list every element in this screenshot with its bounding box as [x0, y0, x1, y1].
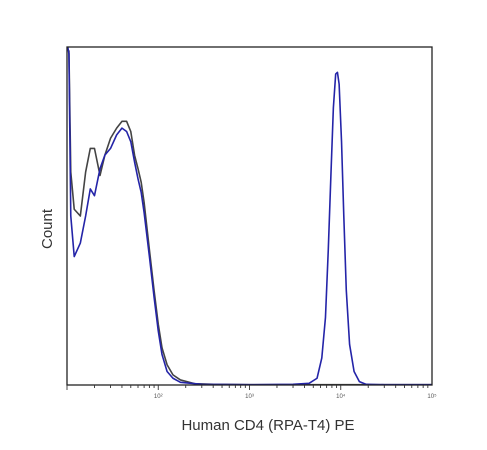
x-tick-label: 10⁵ — [427, 393, 437, 400]
axes: 10² 10³ 10⁴ 10⁵ — [66, 46, 437, 400]
x-tick-label: 10⁴ — [336, 393, 346, 400]
x-axis-label: Human CD4 (RPA-T4) PE — [181, 417, 354, 434]
y-axis-label: Count — [39, 208, 56, 249]
plot-frame — [66, 46, 433, 386]
series-line-1 — [68, 50, 432, 386]
plot-area — [66, 46, 432, 386]
x-tick-label: 10³ — [245, 394, 254, 400]
series-line-2 — [66, 46, 432, 386]
x-tick-label: 10² — [154, 394, 163, 400]
